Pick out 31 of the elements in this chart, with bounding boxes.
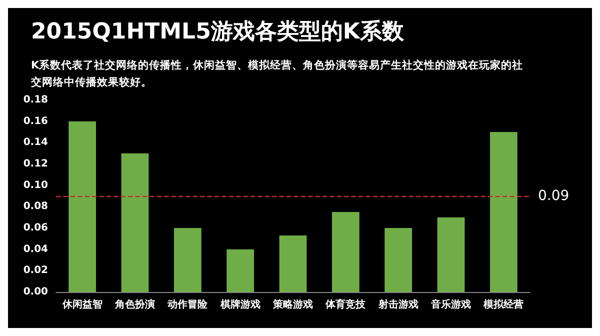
bar — [226, 249, 254, 292]
bar — [490, 132, 518, 292]
x-tick-label: 休闲益智 — [61, 298, 102, 310]
bar — [437, 217, 465, 292]
y-tick-label: 0.12 — [23, 158, 48, 170]
y-tick-label: 0.02 — [23, 265, 48, 276]
bar — [332, 212, 360, 292]
y-tick-label: 0.06 — [23, 222, 48, 234]
y-tick-label: 0.00 — [23, 286, 48, 298]
bar — [384, 228, 412, 292]
bar — [121, 153, 149, 292]
bar — [68, 121, 96, 292]
ref-line-label: 0.09 — [538, 188, 570, 204]
y-tick-label: 0.14 — [23, 137, 48, 148]
x-tick-label: 策略游戏 — [272, 298, 313, 310]
chart-subtitle: K系数代表了社交网络的传播性，休闲益智、模拟经营、角色扮演等容易产生社交性的游戏在玩家的社交网络中传播效果较好。 — [30, 58, 524, 88]
x-tick-label: 动作冒险 — [166, 298, 209, 310]
bar — [279, 235, 307, 292]
x-tick-label: 音乐游戏 — [430, 298, 471, 310]
y-tick-label: 0.16 — [23, 116, 48, 127]
y-tick-label: 0.18 — [23, 94, 48, 106]
chart-title: 2015Q1HTML5游戏各类型的K系数 — [31, 20, 405, 44]
y-tick-label: 0.04 — [23, 244, 48, 255]
x-tick-label: 射击游戏 — [377, 298, 418, 310]
y-tick-label: 0.08 — [23, 201, 48, 212]
x-tick-label: 角色扮演 — [114, 298, 155, 310]
y-tick-label: 0.10 — [23, 180, 48, 191]
x-tick-label: 体育竞技 — [324, 298, 367, 310]
x-tick-label: 模拟经营 — [482, 298, 524, 310]
bar — [174, 228, 202, 292]
x-tick-label: 棋牌游戏 — [219, 298, 260, 310]
